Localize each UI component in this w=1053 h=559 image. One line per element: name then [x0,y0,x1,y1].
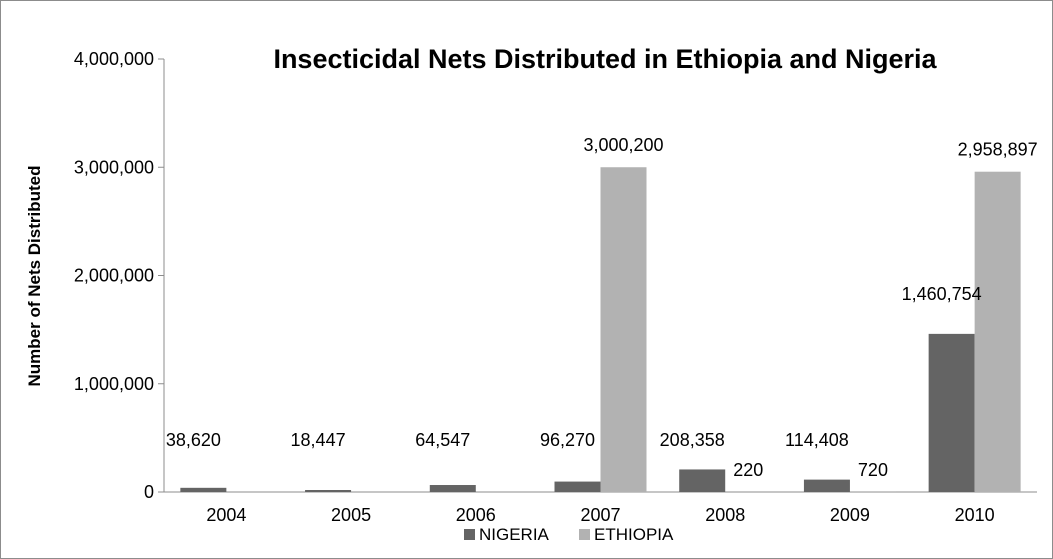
bar-nigeria [180,487,227,492]
legend-label-nigeria: NIGERIA [479,525,550,544]
x-tick-label: 2010 [955,505,995,525]
x-tick-label: 2004 [206,505,246,525]
chart-title: Insecticidal Nets Distributed in Ethiopi… [273,44,937,74]
data-label-nigeria: 38,620 [166,430,221,450]
y-ticks: 0 1,000,000 2,000,000 3,000,000 4,000,000 [74,49,164,502]
y-tick-label: 1,000,000 [74,374,154,394]
data-label-nigeria: 114,408 [785,430,849,450]
y-axis-title: Number of Nets Distributed [25,165,44,386]
x-tick-label: 2005 [331,505,371,525]
data-labels: 38,620 18,447 64,547 96,270 208,358 114,408 1,… [166,135,1038,480]
legend-swatch-ethiopia [579,529,590,540]
x-tick-label: 2008 [705,505,745,525]
bars [180,167,1021,493]
bar-nigeria [928,333,975,492]
data-label-ethiopia: 2,958,897 [958,140,1038,160]
y-tick-label: 0 [144,482,154,502]
y-tick-label: 3,000,000 [74,157,154,177]
data-label-nigeria: 1,460,754 [902,284,982,304]
data-label-nigeria: 208,358 [660,430,725,450]
bar-nigeria [803,479,850,492]
data-label-ethiopia: 3,000,200 [583,135,663,155]
data-label-nigeria: 18,447 [291,430,346,450]
data-label-nigeria: 96,270 [540,430,595,450]
bar-ethiopia [974,171,1021,492]
x-tick-label: 2006 [456,505,496,525]
bar-nigeria [679,469,726,492]
y-tick-label: 4,000,000 [74,49,154,69]
data-label-nigeria: 64,547 [415,430,470,450]
data-label-ethiopia: 220 [733,460,763,480]
data-label-ethiopia: 720 [858,460,888,480]
bar-nigeria [429,485,476,492]
x-ticks: 2004 2005 2006 2007 2008 2009 2010 [206,505,994,525]
legend: NIGERIA ETHIOPIA [464,525,674,544]
legend-label-ethiopia: ETHIOPIA [594,525,674,544]
bar-nigeria [554,481,601,492]
bar-ethiopia [600,167,647,493]
bar-nigeria [305,490,352,492]
x-tick-label: 2007 [580,505,620,525]
x-tick-label: 2009 [830,505,870,525]
y-tick-label: 2,000,000 [74,266,154,286]
legend-swatch-nigeria [464,529,475,540]
